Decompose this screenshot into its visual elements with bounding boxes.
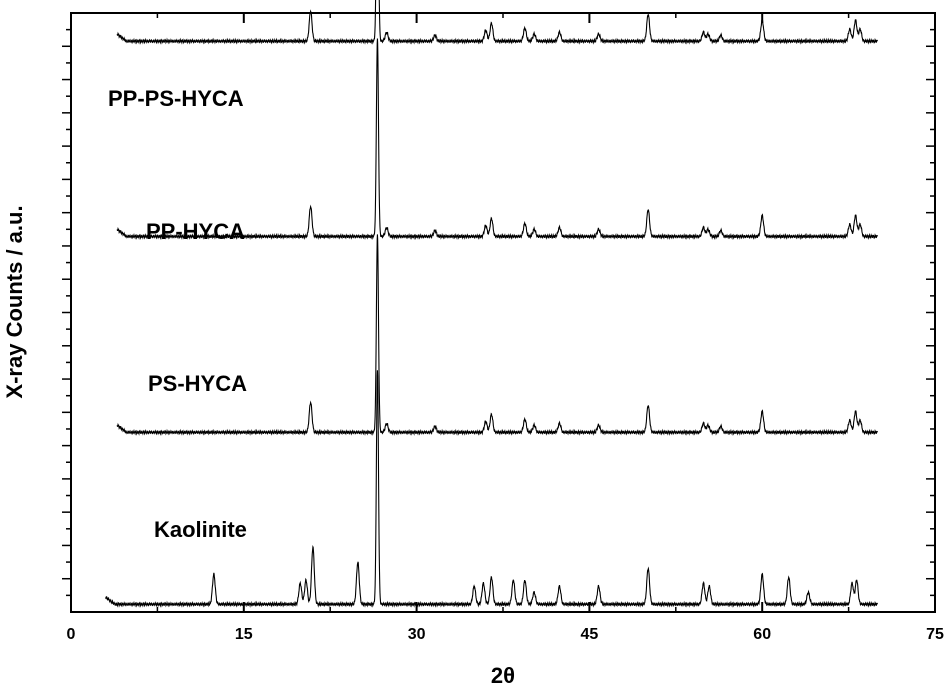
series-label: PP-PS-HYCA (108, 86, 244, 111)
series-trace-2 (116, 38, 878, 241)
series-trace-0 (105, 370, 878, 608)
y-axis-title: X-ray Counts / a.u. (2, 205, 27, 398)
x-tick-label: 30 (408, 626, 426, 643)
x-tick-label: 0 (67, 626, 76, 643)
x-tick-labels: 0 15 30 45 60 75 (67, 626, 944, 643)
x-tick-label: 15 (235, 626, 253, 643)
series-trace-1 (116, 234, 878, 436)
axis-ticks (62, 13, 936, 612)
x-tick-label: 75 (926, 626, 944, 643)
series-label: PS-HYCA (148, 371, 247, 396)
x-tick-label: 45 (581, 626, 599, 643)
x-axis-title: 2θ (491, 663, 515, 688)
series-trace-3 (116, 0, 878, 45)
x-tick-label: 60 (753, 626, 771, 643)
series-labels: Kaolinite PS-HYCA PP-HYCA PP-PS-HYCA (108, 86, 247, 542)
series-label: PP-HYCA (146, 219, 245, 244)
series-traces (105, 0, 878, 608)
series-label: Kaolinite (154, 517, 247, 542)
